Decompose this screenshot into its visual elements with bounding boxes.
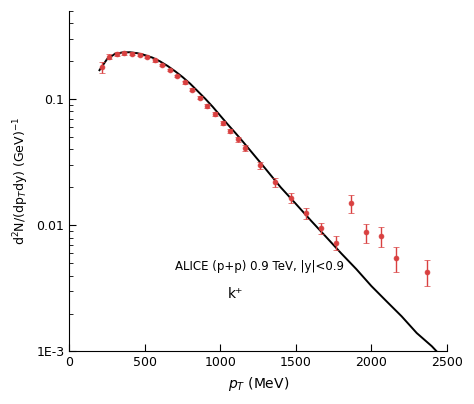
Y-axis label: d$^2$N/(dp$_T$dy) (GeV)$^{-1}$: d$^2$N/(dp$_T$dy) (GeV)$^{-1}$: [11, 117, 31, 245]
X-axis label: $p_T$ (MeV): $p_T$ (MeV): [228, 375, 289, 393]
Text: k⁺: k⁺: [228, 286, 243, 301]
Text: ALICE (p+p) 0.9 TeV, |y|<0.9: ALICE (p+p) 0.9 TeV, |y|<0.9: [175, 260, 344, 273]
